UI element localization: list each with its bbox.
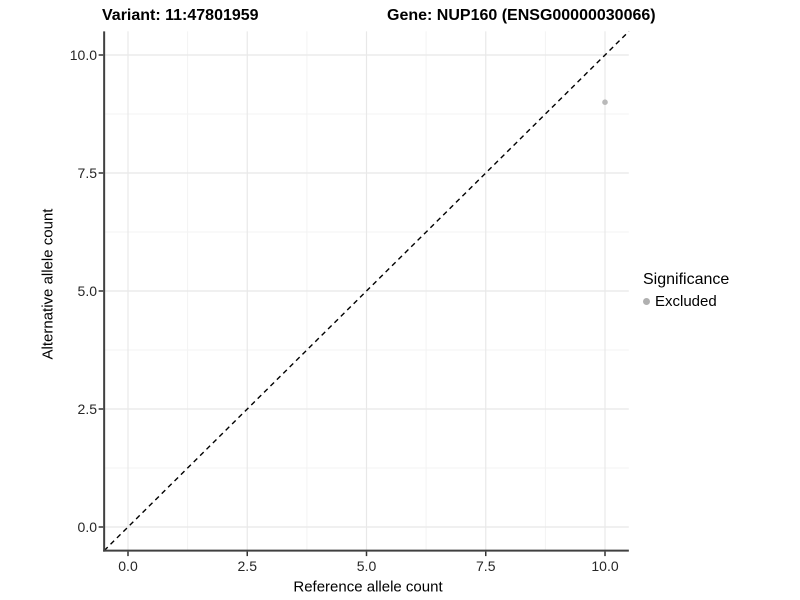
x-tick-label: 2.5 bbox=[237, 558, 257, 574]
y-tick-label: 0.0 bbox=[77, 519, 97, 535]
y-tick-label: 7.5 bbox=[77, 165, 97, 181]
plot-title-variant: Variant: 11:47801959 bbox=[102, 7, 259, 24]
y-axis-title: Alternative allele count bbox=[39, 208, 57, 360]
plot-title-gene: Gene: NUP160 (ENSG00000030066) bbox=[387, 7, 656, 24]
x-tick-label: 7.5 bbox=[476, 558, 496, 574]
x-tick-label: 10.0 bbox=[591, 558, 619, 574]
legend-point-icon bbox=[643, 298, 650, 305]
x-axis-title: Reference allele count bbox=[293, 578, 443, 596]
y-tick-label: 2.5 bbox=[77, 401, 97, 417]
x-tick-label: 5.0 bbox=[356, 558, 377, 574]
x-tick-label: 0.0 bbox=[118, 558, 138, 574]
legend-entry-excluded: Excluded bbox=[643, 293, 729, 310]
legend: Significance Excluded bbox=[643, 271, 729, 310]
legend-title: Significance bbox=[643, 271, 730, 288]
identity-line bbox=[103, 30, 630, 552]
data-point bbox=[602, 99, 608, 105]
legend-entry-label: Excluded bbox=[655, 293, 717, 310]
y-tick-label: 10.0 bbox=[69, 47, 97, 63]
y-tick-label: 5.0 bbox=[77, 283, 97, 299]
